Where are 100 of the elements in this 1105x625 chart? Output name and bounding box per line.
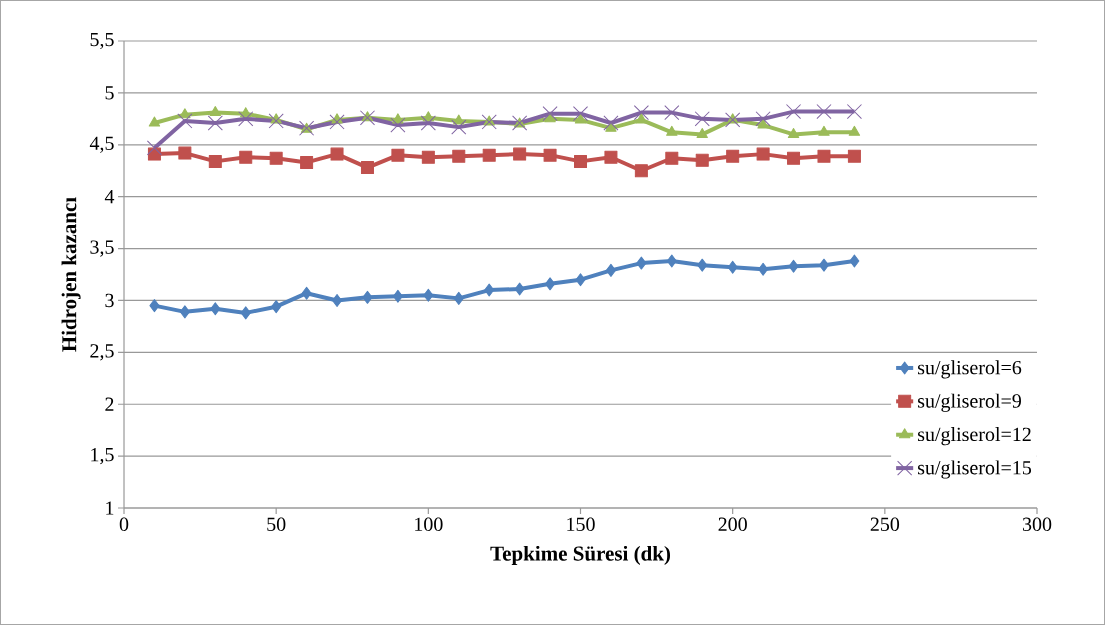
point (392, 113, 404, 124)
point (847, 149, 861, 163)
point (788, 259, 799, 273)
point (664, 105, 680, 121)
legend-label: su/gliserol=6 (918, 360, 1022, 379)
x-tick-label: 250 (870, 517, 900, 532)
point (210, 302, 221, 316)
point (572, 106, 589, 122)
point (574, 113, 587, 124)
y-tick-label: 3 (105, 293, 114, 308)
point (359, 110, 376, 126)
y-tick-label: 1,5 (91, 447, 114, 465)
point (755, 111, 771, 127)
point (514, 282, 525, 296)
point (756, 147, 770, 161)
point (604, 150, 618, 164)
point (665, 151, 679, 165)
y-tick-label: 1 (106, 501, 114, 515)
point (818, 258, 829, 272)
point (392, 289, 403, 303)
point (239, 150, 253, 164)
point (329, 114, 345, 130)
point (603, 115, 619, 131)
point (545, 277, 556, 291)
point (482, 148, 496, 162)
point (849, 254, 860, 268)
point (271, 300, 282, 314)
point (177, 113, 193, 129)
point (453, 291, 464, 305)
point (634, 164, 648, 178)
point (269, 151, 283, 165)
point (452, 149, 466, 163)
point (421, 150, 435, 164)
point (694, 111, 710, 127)
point (785, 104, 802, 120)
point (575, 273, 586, 287)
point (240, 306, 251, 320)
point (787, 127, 800, 138)
point (574, 154, 587, 168)
legend-label: su/gliserol=9 (918, 393, 1021, 412)
point (817, 149, 831, 163)
point (758, 262, 769, 276)
point (666, 125, 678, 136)
x-tick-label: 300 (1022, 517, 1052, 532)
point (605, 263, 616, 277)
point (666, 254, 677, 268)
point (481, 114, 497, 130)
x-tick-label: 150 (567, 517, 595, 532)
point (696, 127, 708, 138)
y-tick-label: 2,5 (90, 344, 114, 361)
point (330, 147, 344, 161)
y-axis-title: Hidrojen kazancı (61, 197, 81, 352)
point (727, 260, 738, 274)
point (420, 115, 436, 131)
point (332, 293, 343, 307)
point (301, 286, 312, 300)
point (543, 148, 557, 162)
x-tick-label: 100 (415, 517, 443, 532)
point (146, 140, 163, 156)
point (238, 111, 254, 127)
point (362, 290, 373, 304)
y-tick-label: 4,5 (89, 136, 114, 153)
point (816, 104, 832, 120)
y-tick-label: 2 (105, 397, 114, 411)
point (605, 121, 617, 132)
point (725, 112, 741, 128)
point (209, 106, 221, 117)
point (846, 104, 862, 120)
x-axis-title: Tepkime Süresi (dk) (490, 545, 671, 565)
point (695, 153, 709, 167)
point (208, 154, 222, 168)
y-tick-label: 5,5 (90, 32, 114, 50)
point (179, 305, 190, 319)
legend-label: su/gliserol=12 (918, 427, 1031, 446)
point (484, 283, 495, 297)
x-tick-label: 0 (119, 517, 129, 532)
point (148, 116, 161, 127)
point (423, 288, 434, 302)
x-tick-label: 50 (267, 517, 286, 532)
point (178, 146, 192, 160)
point (848, 125, 861, 136)
legend-label: su/gliserol=15 (918, 460, 1032, 479)
point (542, 106, 558, 122)
point (726, 149, 740, 163)
point (149, 299, 160, 313)
x-tick-label: 200 (718, 517, 747, 532)
y-tick-label: 3,5 (90, 240, 114, 257)
point (179, 108, 191, 119)
point (451, 119, 467, 135)
y-tick-label: 4 (104, 190, 115, 204)
point (390, 117, 406, 133)
point (633, 105, 649, 121)
point (818, 125, 830, 136)
y-tick-label: 5 (105, 86, 114, 100)
point (268, 113, 284, 129)
point (697, 258, 708, 272)
point (513, 147, 527, 161)
point (360, 161, 374, 175)
point (636, 256, 647, 270)
point (757, 118, 769, 129)
